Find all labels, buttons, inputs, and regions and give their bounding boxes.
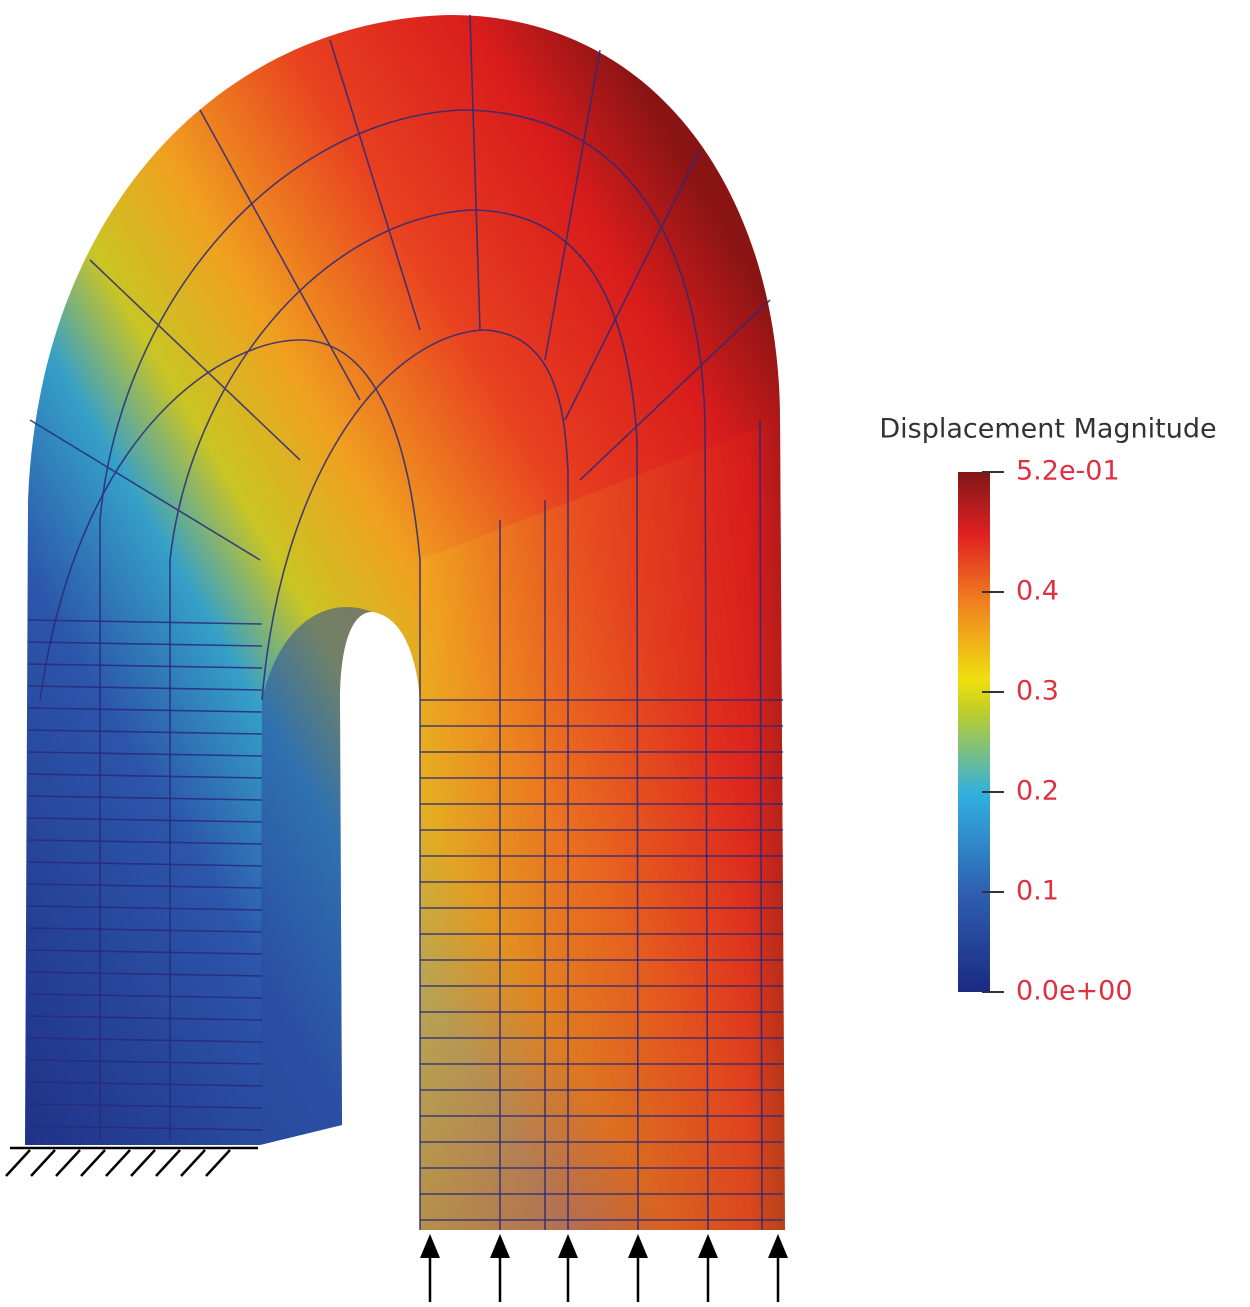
hatch-line (55, 1149, 81, 1177)
mesh-body (25, 14, 785, 1231)
mesh-row (27, 905, 263, 911)
arrow-head (628, 1234, 648, 1258)
hatch-line (205, 1149, 231, 1177)
hatch-line (5, 1149, 31, 1177)
mesh-row (27, 707, 263, 713)
mesh-row (27, 817, 263, 823)
mesh-row (27, 1081, 263, 1087)
mesh-row (27, 1125, 263, 1131)
arrow-head (490, 1234, 510, 1258)
mesh-row (27, 861, 263, 867)
mesh-row (27, 729, 263, 735)
hatch-line (155, 1149, 181, 1177)
mesh-row (27, 949, 263, 955)
hatch-line (105, 1149, 131, 1177)
arrow-head (768, 1234, 788, 1258)
mesh-row (27, 1037, 263, 1043)
hatch-line (130, 1149, 156, 1177)
right-leg (420, 420, 785, 1230)
inner-surface (260, 606, 372, 1145)
colorbar-tick-label: 5.2e-01 (1016, 456, 1120, 487)
mesh-lines (29, 14, 771, 1231)
arrow-head (558, 1234, 578, 1258)
mesh-row (27, 663, 263, 669)
mesh-row (27, 751, 263, 757)
mesh-row (27, 773, 263, 779)
arrow-head (698, 1234, 718, 1258)
colorbar-tick-label: 0.4 (1016, 576, 1059, 607)
hatch-line (30, 1149, 56, 1177)
mesh-row (27, 883, 263, 889)
mesh-row (27, 619, 263, 625)
mesh-row (27, 839, 263, 845)
colorbar-tick-label: 0.0e+00 (1016, 976, 1133, 1007)
colorbar-scale (958, 472, 990, 992)
colorbar-tick-label: 0.3 (1016, 676, 1059, 707)
horizontal-lines (27, 619, 783, 1221)
ground-support (5, 1146, 258, 1177)
arrow-head (420, 1234, 440, 1258)
mesh-row (27, 641, 263, 647)
hatch-line (180, 1149, 206, 1177)
mesh-row (27, 927, 263, 933)
mesh-row (27, 685, 263, 691)
colorbar: Displacement Magnitude 5.2e-01 0.4 0.3 0.2 0… (879, 414, 1216, 1007)
colorbar-title: Displacement Magnitude (879, 414, 1216, 445)
mesh-row (27, 795, 263, 801)
hatch-line (80, 1149, 106, 1177)
mesh-row (27, 971, 263, 977)
mesh-row (27, 993, 263, 999)
load-arrows (420, 1234, 788, 1302)
colorbar-tick-label: 0.2 (1016, 776, 1059, 807)
colorbar-tick-label: 0.1 (1016, 876, 1059, 907)
mesh-row (27, 1059, 263, 1065)
mesh-row (27, 1103, 263, 1109)
mesh-row (27, 1015, 263, 1021)
